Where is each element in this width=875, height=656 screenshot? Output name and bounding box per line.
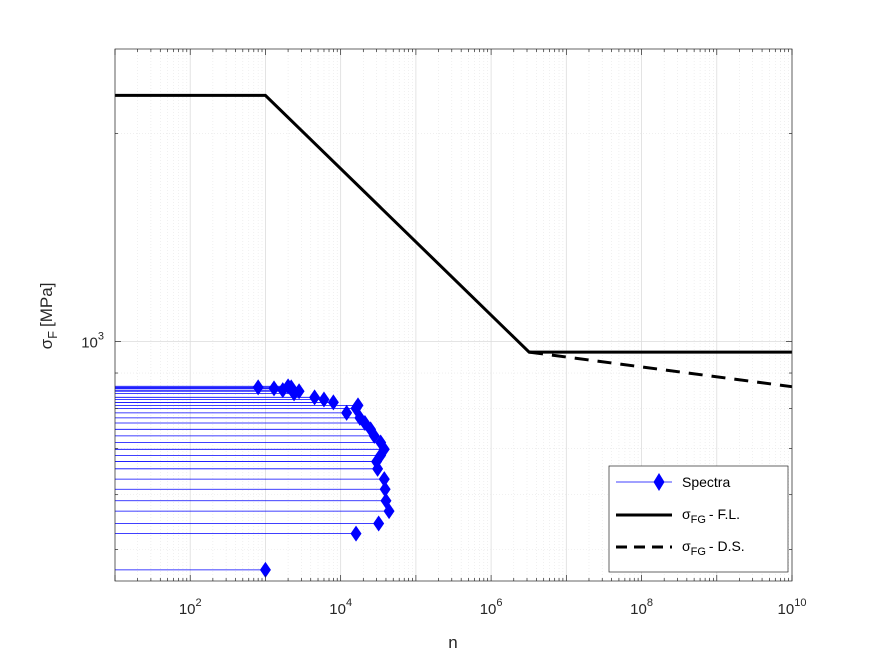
y-tick-label: 103 — [81, 330, 104, 351]
spectra-marker — [379, 481, 391, 498]
spectra-marker — [341, 404, 353, 421]
spectra-marker — [309, 389, 321, 406]
plot-frame — [114, 48, 793, 582]
spectra-marker — [268, 380, 280, 397]
spectra-marker — [327, 394, 339, 411]
fl-line — [115, 93, 792, 354]
y-tick-base: 10 — [81, 334, 98, 351]
y-axis-label-subscript: F — [45, 331, 60, 339]
x-tick-base: 10 — [778, 601, 795, 618]
x-tick-label: 108 — [630, 597, 653, 618]
legend-ds-label: σFG - D.S. — [682, 538, 745, 558]
x-tick-exponent: 2 — [196, 597, 202, 609]
x-tick-base: 10 — [179, 601, 196, 618]
spectra-marker — [259, 561, 271, 578]
y-axis-label-unit: [MPa] — [37, 283, 56, 327]
x-tick-exponent: 4 — [346, 597, 352, 609]
svg-text:σF[MPa]: σF [MPa] — [37, 283, 60, 350]
spectra-marker — [373, 515, 385, 532]
x-tick-exponent: 8 — [647, 597, 653, 609]
x-tick-label: 104 — [329, 597, 352, 618]
x-tick-base: 10 — [480, 601, 497, 618]
legend: Spectra σFG - F.L. σFG - D.S. — [608, 465, 789, 573]
spectra-marker — [350, 525, 362, 542]
ds-line — [528, 350, 793, 389]
x-tick-base: 10 — [630, 601, 647, 618]
spectra-marker — [352, 397, 364, 414]
spectra-marker — [378, 471, 390, 488]
x-tick-label: 102 — [179, 597, 202, 618]
legend-fl-label: σFG - F.L. — [682, 506, 740, 526]
spectra-marker — [380, 492, 392, 509]
x-tick-exponent: 6 — [496, 597, 502, 609]
spectra-marker — [318, 391, 330, 408]
x-tick-exponent: 10 — [794, 597, 806, 609]
y-axis-label-symbol: σ — [37, 338, 56, 349]
x-tick-label: 106 — [480, 597, 503, 618]
legend-box — [608, 465, 789, 573]
legend-spectra-marker — [653, 473, 665, 491]
x-axis-label: n — [448, 633, 457, 652]
x-tick-base: 10 — [329, 601, 346, 618]
spectra-marker — [252, 379, 264, 396]
y-tick-exponent: 3 — [98, 330, 104, 342]
spectra-marker — [282, 378, 294, 395]
y-axis-label: σF [MPa] — [37, 283, 60, 350]
legend-spectra-label: Spectra — [682, 474, 730, 490]
axis-ticks — [114, 49, 793, 581]
series-markers — [252, 378, 395, 578]
series-lines — [115, 93, 793, 571]
x-tick-label: 1010 — [778, 597, 807, 618]
